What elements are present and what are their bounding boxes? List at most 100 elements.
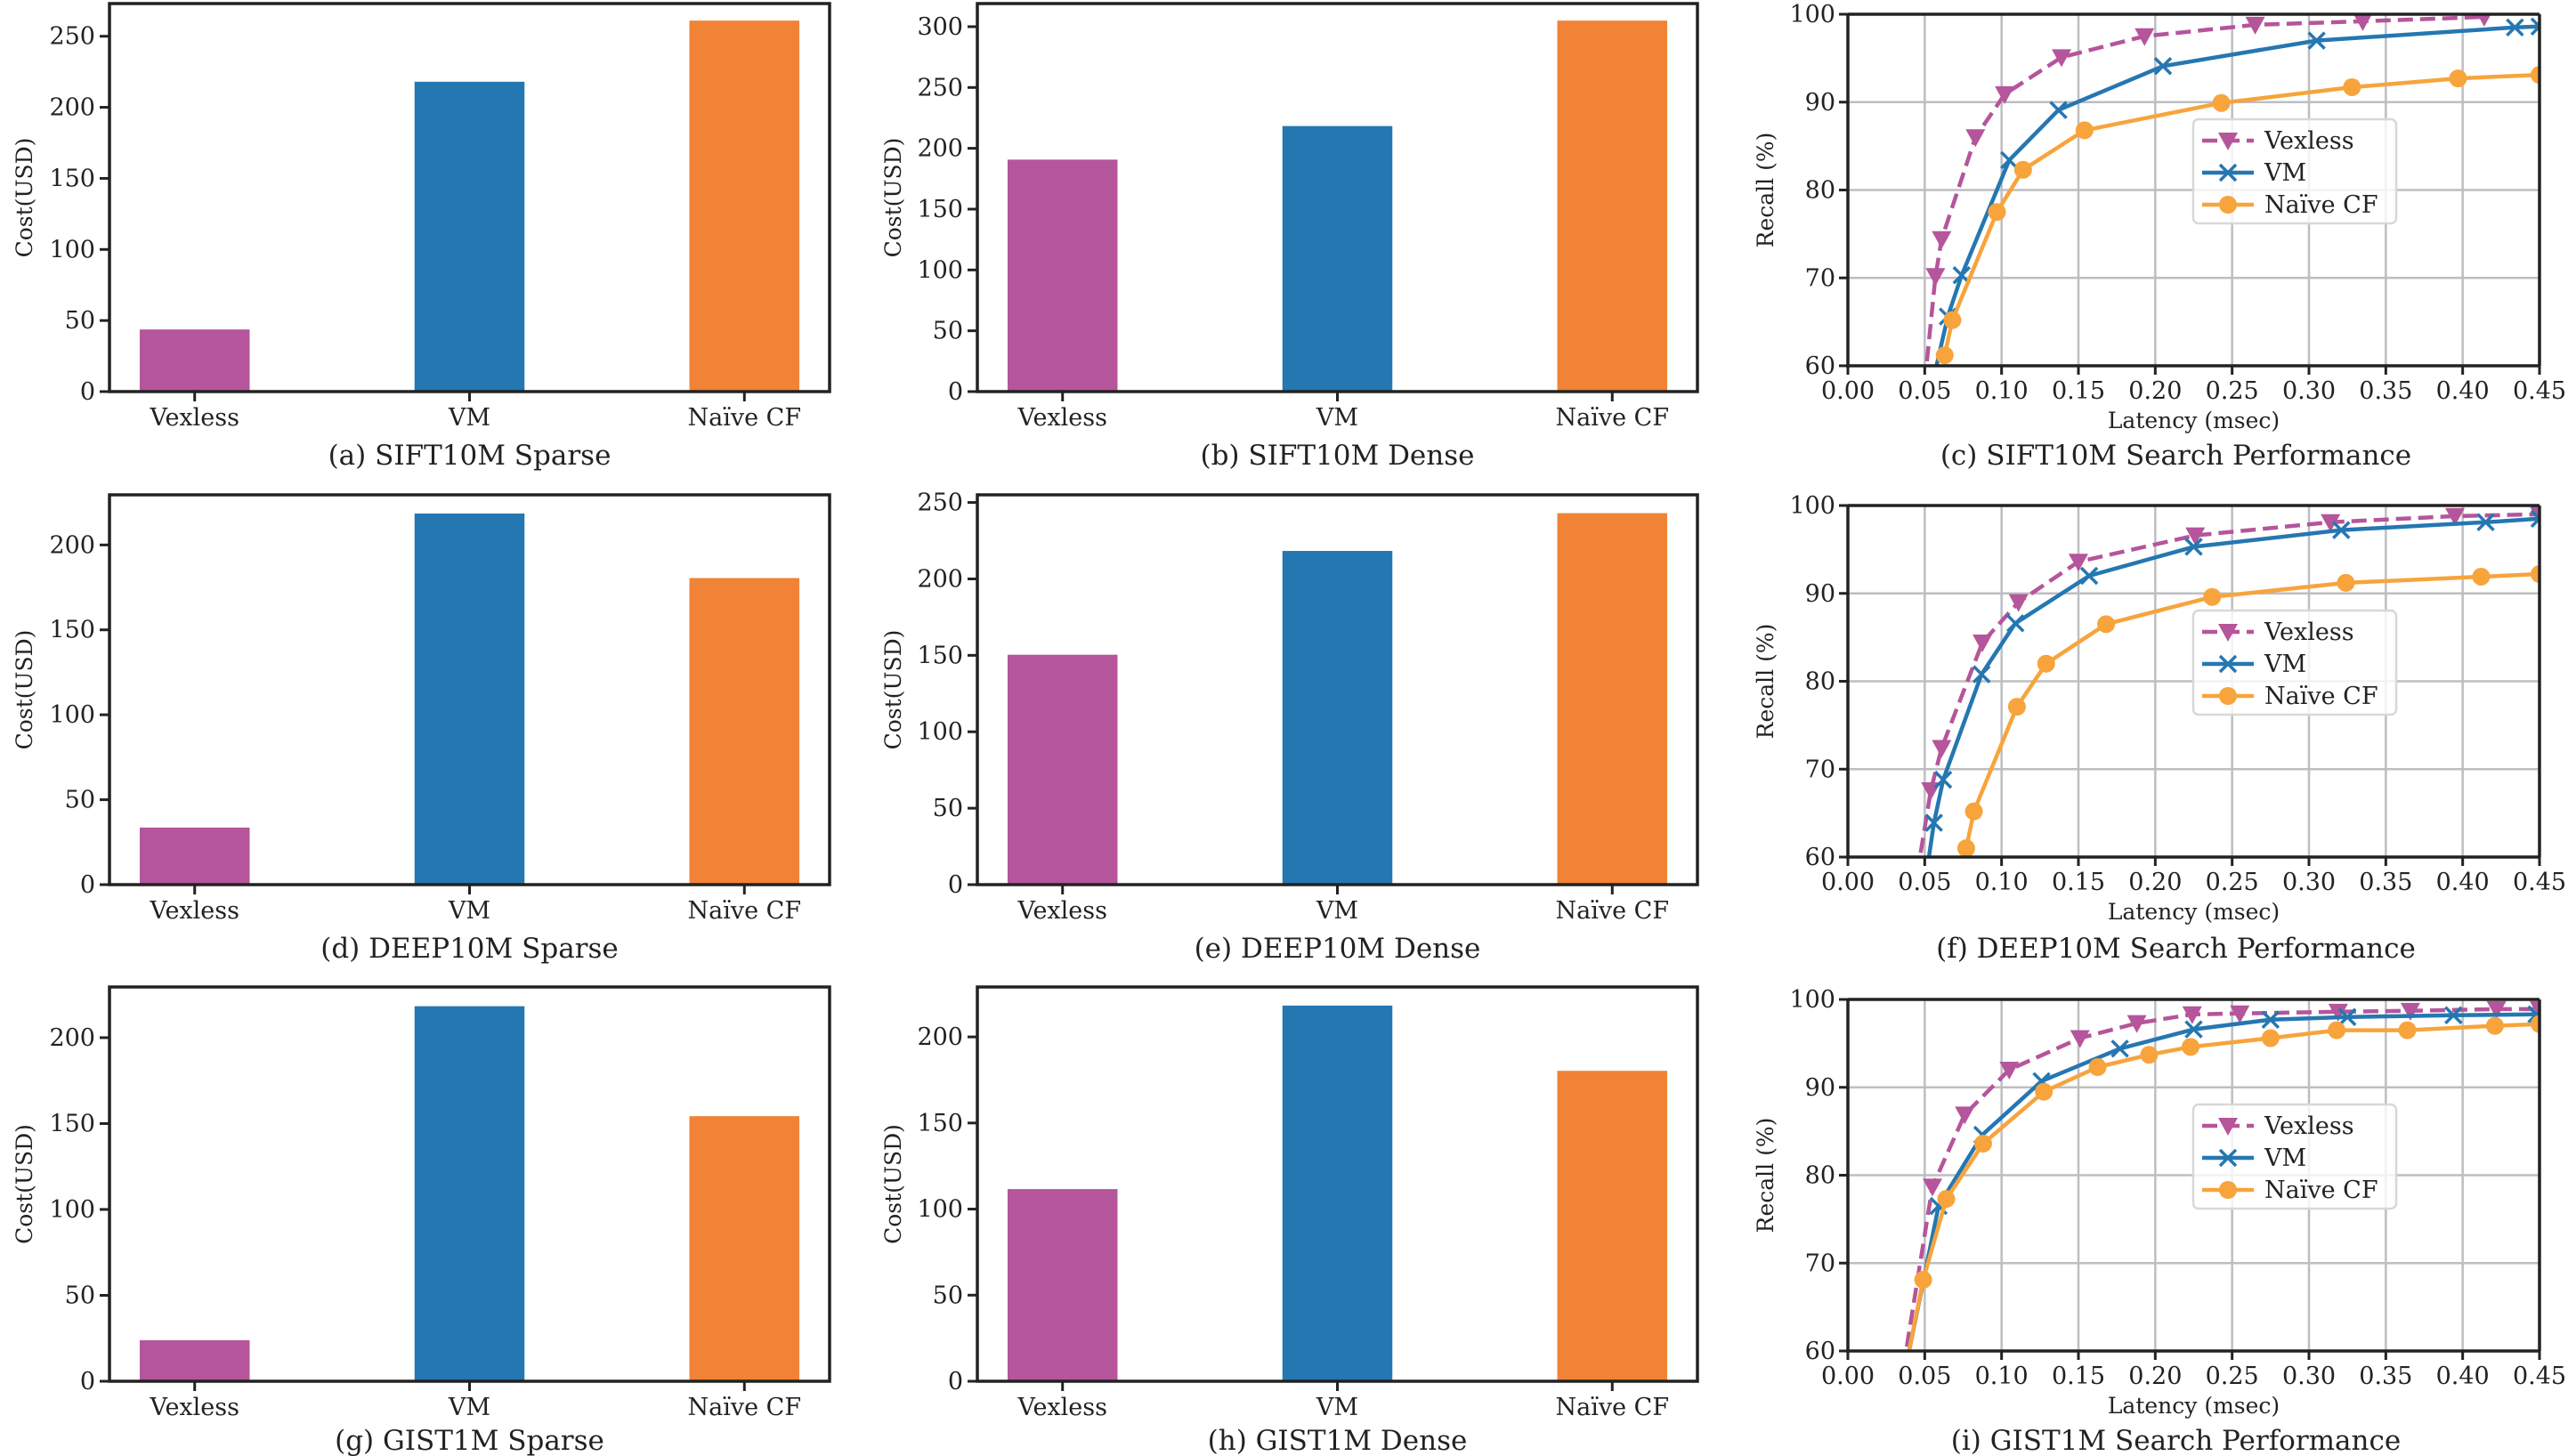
marker-triangle [2477,14,2491,27]
y-tick-label: 100 [49,236,95,263]
chart-panel-a: 0 50 100 150 200 250 Vexless VM Naïve CF Cost(USD… [12,2,831,472]
bar-vexless [1007,654,1118,885]
bar-vexless [139,827,250,885]
marker-triangle [1965,129,1986,148]
y-tick-label: 50 [933,1282,963,1309]
marker-triangle [2185,527,2206,546]
y-tick-label: 0 [948,378,963,406]
marker-x [1924,813,1943,832]
marker-circle [2203,587,2222,606]
marker-triangle [1932,231,1952,249]
y-tick-label: 100 [49,1196,95,1224]
x-tick-label: 0.15 [2052,1363,2105,1390]
y-tick-label: 150 [49,1110,95,1137]
x-tick-label: 0.00 [1821,377,1875,405]
y-tick-label: 80 [1805,177,1835,205]
bar-na-ve-cf [689,20,800,392]
chart-panel-h: 0 50 100 150 200 Vexless VM Naïve CF Cost(USD) (h… [880,985,1699,1456]
marker-circle [2531,66,2540,85]
marker-triangle [2328,1003,2348,1022]
x-axis-label: Latency (msec) [2108,899,2280,925]
marker-x [2332,521,2351,539]
bar-na-ve-cf [1557,513,1668,885]
marker-circle [1964,802,1983,821]
marker-x [2307,31,2326,50]
legend-marker-x-icon [2218,654,2238,674]
marker-x [2184,538,2203,556]
bar-vexless [139,329,250,392]
panel-caption: (h) GIST1M Dense [1208,1425,1468,1456]
marker-circle [2485,1016,2504,1035]
y-axis-label: Cost(USD) [880,138,906,258]
y-tick-label: 50 [65,307,95,335]
y-tick-label: 200 [49,1024,95,1052]
marker-circle [1988,203,2006,222]
x-tick-label: 0.20 [2128,869,2182,896]
y-tick-label: 150 [49,165,95,192]
legend-marker-circle-icon [2219,1181,2237,1199]
bar-vm [1282,551,1393,885]
legend-box [2191,1103,2398,1210]
x-tick-label: Vexless [149,404,239,432]
panel-caption: (e) DEEP10M Dense [1195,933,1481,965]
x-tick-label: VM [1316,897,1358,925]
marker-triangle [2135,28,2155,46]
x-tick-label: 0.25 [2206,377,2259,405]
marker-circle [2035,1082,2054,1101]
marker-triangle [1995,85,2015,104]
y-tick-label: 70 [1805,264,1835,292]
legend-label: Naïve CF [2264,191,2378,219]
y-tick-label: 250 [917,489,963,517]
chart-panel-b: 0 50 100 150 200 250 300 Vexless VM Naïve CF Cost(… [880,2,1699,472]
x-tick-label: 0.00 [1821,1363,1875,1390]
y-axis-label: Recall (%) [1753,1118,1778,1234]
x-tick-label: VM [448,404,490,432]
x-tick-label: Naïve CF [687,404,801,432]
marker-triangle [1925,268,1946,287]
marker-x [2476,513,2495,532]
x-tick-label: Naïve CF [1555,404,1669,432]
marker-x [2261,1010,2280,1029]
legend-label: VM [2264,159,2306,187]
marker-triangle [1973,635,1993,653]
x-tick-label: Naïve CF [687,1394,801,1421]
x-tick-label: 0.20 [2128,1363,2182,1390]
legend-label: Vexless [2264,127,2354,155]
x-tick-label: 0.45 [2513,377,2566,405]
bar-vexless [1007,1189,1118,1381]
y-tick-label: 70 [1805,1250,1835,1277]
panel-caption: (d) DEEP10M Sparse [320,933,619,965]
x-tick-label: 0.30 [2282,377,2336,405]
y-tick-label: 200 [917,135,963,163]
marker-circle [2037,654,2055,673]
y-tick-label: 200 [49,94,95,122]
marker-triangle [2486,1000,2507,1019]
bar-vm [414,1006,525,1381]
y-tick-label: 150 [917,642,963,669]
marker-circle [2140,1046,2159,1064]
x-tick-label: 0.30 [2282,869,2336,896]
marker-x [1933,770,1953,789]
y-axis-label: Cost(USD) [12,1124,37,1244]
y-tick-label: 100 [917,718,963,746]
legend-box [2191,609,2398,716]
legend-marker-x-icon [2218,1148,2238,1168]
panel-caption: (b) SIFT10M Dense [1200,440,1474,472]
x-tick-label: 0.05 [1898,869,1951,896]
marker-triangle [2321,514,2341,532]
marker-triangle [2052,49,2072,68]
y-tick-label: 150 [917,196,963,223]
panel-caption: (i) GIST1M Search Performance [1951,1425,2401,1456]
marker-circle [2398,1021,2417,1039]
x-tick-label: 0.30 [2282,1363,2336,1390]
x-tick-label: Vexless [1017,897,1107,925]
series-line-vexless [1924,14,2484,366]
y-tick-label: 0 [948,1368,963,1395]
x-tick-label: Vexless [149,897,239,925]
y-tick-label: 60 [1805,1338,1835,1365]
series-line-vm [1907,1012,2537,1351]
legend-marker-triangle-icon [2218,133,2238,150]
y-tick-label: 50 [933,795,963,822]
x-tick-label: 0.00 [1821,869,1875,896]
